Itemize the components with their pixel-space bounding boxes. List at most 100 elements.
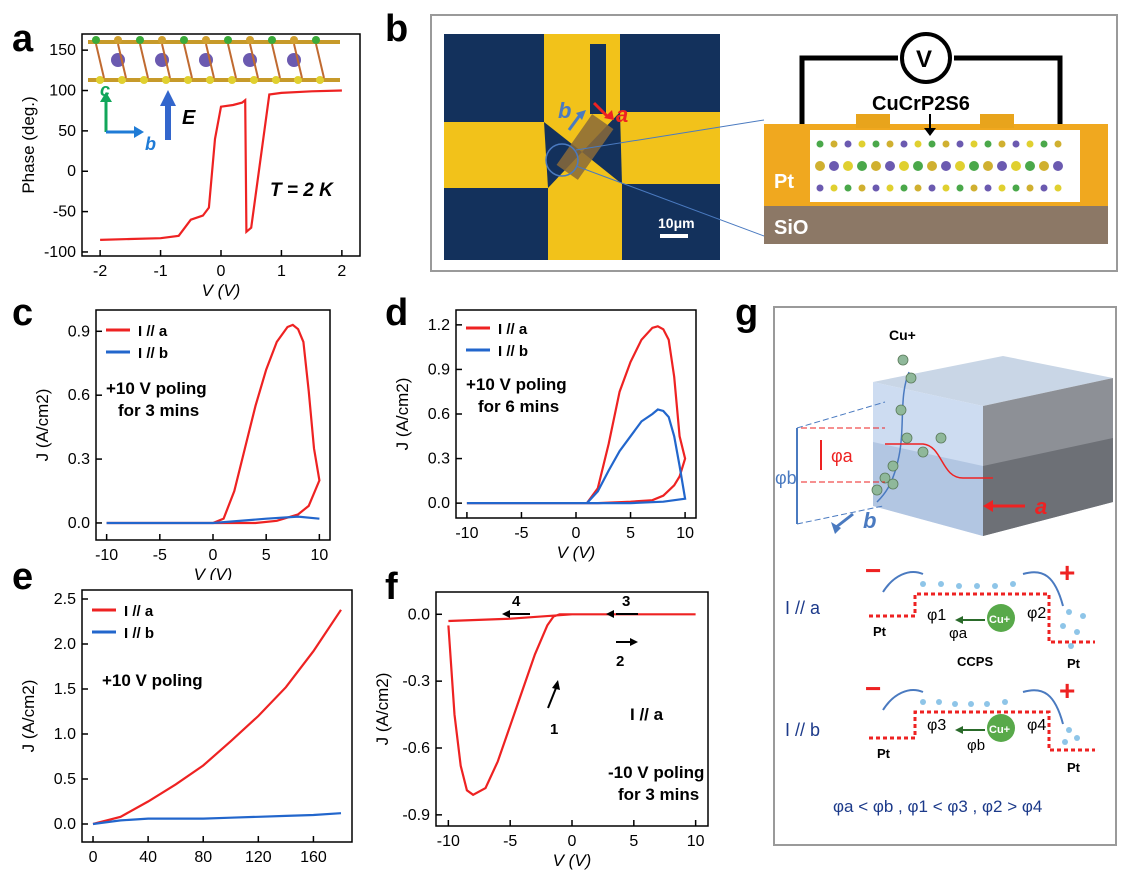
cu-ion: [887, 478, 899, 490]
cu-ion: [905, 372, 917, 384]
atom: [202, 36, 210, 44]
atom: [140, 76, 148, 84]
cu-ion: [895, 404, 907, 416]
axes-inset: c b E: [100, 80, 196, 154]
layer-atom: [858, 140, 866, 148]
atom: [92, 36, 100, 44]
ion-dot: [920, 581, 926, 587]
material-label: CuCrP2S6: [872, 93, 970, 115]
layer-atom: [914, 184, 922, 192]
x-tick-label: 5: [262, 547, 271, 564]
field-e-label: E: [182, 107, 196, 129]
atom: [246, 36, 254, 44]
bond: [139, 43, 149, 79]
panel-c-chart: -10 -5 0 5 10 0.9 0.6 0.3 0.0 V (V) J (A/cm2) I // …: [33, 309, 331, 580]
x-tick-label: -5: [153, 547, 167, 564]
layer-atom: [941, 161, 951, 171]
ion-dot: [1080, 613, 1086, 619]
atom: [250, 76, 258, 84]
layer-atom: [942, 184, 950, 192]
atom: [114, 36, 122, 44]
cu-ion-label: Cu+: [889, 327, 916, 343]
g-axis-b: b: [863, 508, 876, 533]
y-tick-label: 0.0: [68, 515, 90, 532]
bond: [95, 43, 105, 79]
row-b-label: I // b: [785, 720, 820, 740]
voltmeter-label: V: [916, 46, 932, 73]
minus-sign-b: −: [865, 673, 881, 704]
legend-a: I // a: [498, 321, 528, 338]
legend-b: I // b: [138, 345, 168, 362]
ion-dot: [1068, 643, 1074, 649]
arrow-4-head: [502, 610, 510, 618]
step-2: 2: [616, 653, 624, 670]
panel-label-d: d: [385, 292, 409, 334]
ccps-label: CCPS: [957, 654, 993, 669]
layer-atom: [913, 161, 923, 171]
pt-electrode-label: Pt: [774, 171, 794, 193]
layer-atom: [900, 184, 908, 192]
atom: [96, 76, 104, 84]
pt-right-b: Pt: [1067, 760, 1081, 775]
ion-dot: [974, 583, 980, 589]
x-axis-label: V (V): [194, 565, 233, 580]
crystal-block: φa φb Cu+ b a: [775, 327, 1113, 536]
phi1-label: φ1: [927, 607, 946, 624]
x-tick-label: -2: [93, 263, 107, 280]
layer-atom: [844, 140, 852, 148]
data-series-line: [466, 408, 687, 505]
panel-label-a: a: [12, 18, 34, 60]
panel-label-g: g: [735, 292, 759, 334]
ion-dot: [1066, 609, 1072, 615]
layer-atom: [927, 161, 937, 171]
ion-dot: [1074, 735, 1080, 741]
phi4-label: φ4: [1027, 717, 1046, 734]
phi-b-bottom: φb: [967, 737, 985, 754]
micrograph-axis-b: b: [558, 98, 571, 123]
cu-ball-b: Cu+: [989, 724, 1010, 736]
x-axis-label: V (V): [202, 281, 241, 300]
layer-atom: [928, 140, 936, 148]
atom: [290, 36, 298, 44]
atom: [136, 36, 144, 44]
layer-atom: [997, 161, 1007, 171]
atom: [316, 76, 324, 84]
cu-ion: [887, 460, 899, 472]
layer-atom: [872, 184, 880, 192]
y-tick-label: 0.5: [54, 771, 76, 788]
y-tick-label: 100: [49, 83, 76, 100]
y-axis-label: J (A/cm2): [19, 680, 38, 753]
current-direction: I // a: [630, 705, 664, 724]
cu-ion: [897, 354, 909, 366]
data-series-line: [466, 325, 687, 505]
x-tick-label: 5: [629, 833, 638, 850]
panel-label-e: e: [12, 556, 34, 598]
layer-atom: [830, 184, 838, 192]
layer-atom: [872, 140, 880, 148]
cu-ion: [879, 472, 891, 484]
data-series-line: [447, 613, 696, 797]
layer-atom: [815, 161, 825, 171]
layer-atom: [914, 140, 922, 148]
poling-note: +10 V poling: [102, 671, 203, 690]
atom: [268, 36, 276, 44]
y-tick-label: 1.5: [54, 681, 76, 698]
y-tick-label: 2.5: [54, 591, 76, 608]
poling-note: +10 V poling: [466, 375, 567, 394]
y-tick-label: 0.6: [428, 406, 450, 423]
legend-b: I // b: [124, 625, 154, 642]
layer-atom: [900, 140, 908, 148]
layer-atom: [1011, 161, 1021, 171]
layer-atom: [1026, 140, 1034, 148]
layer-atom: [885, 161, 895, 171]
x-tick-label: -10: [437, 833, 460, 850]
layer-atom: [1054, 140, 1062, 148]
layer-atom: [816, 184, 824, 192]
y-tick-label: 0.3: [68, 451, 90, 468]
pt-left-b: Pt: [877, 746, 891, 761]
step-3: 3: [622, 593, 630, 610]
ion-dot: [968, 701, 974, 707]
x-tick-label: -10: [455, 525, 478, 542]
x-tick-label: 5: [626, 525, 635, 542]
layer-atom: [970, 140, 978, 148]
